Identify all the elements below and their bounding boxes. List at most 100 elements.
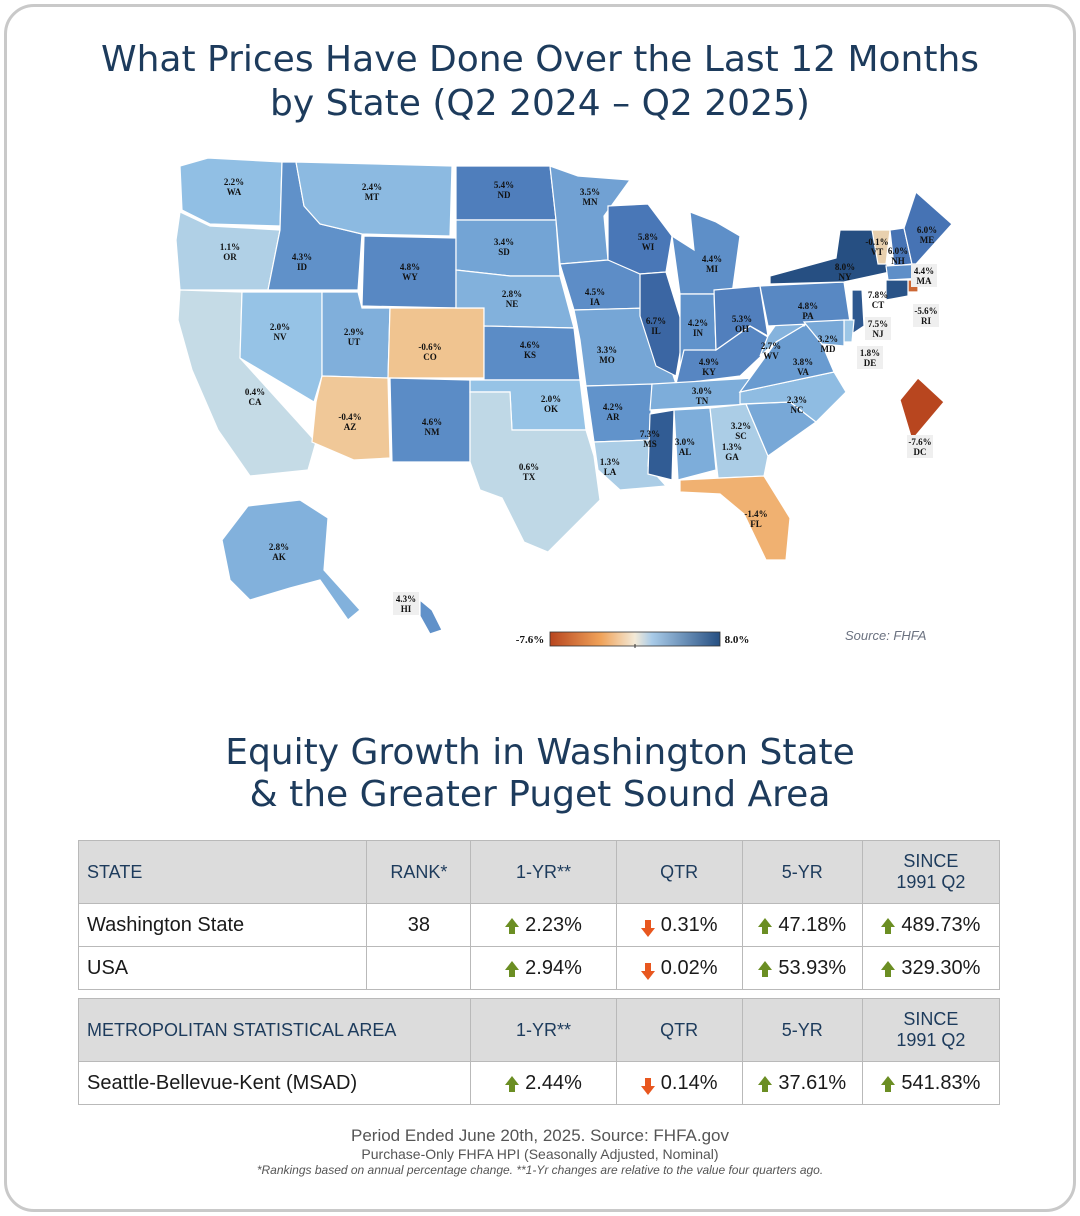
footer-index: Purchase-Only FHFA HPI (Seasonally Adjus…: [361, 1146, 719, 1162]
state-value-label: -0.1%: [865, 237, 888, 247]
state-al: [673, 407, 717, 481]
state-abbr-label: KS: [524, 350, 536, 360]
footer-period: Period Ended June 20th, 2025. Source: FH…: [350, 1126, 730, 1145]
row-since: 541.83%: [861, 1061, 1001, 1105]
state-abbr-label: CA: [249, 397, 262, 407]
state-value-label: 3.8%: [793, 357, 813, 367]
state-md: [802, 319, 845, 347]
state-value-label: 4.4%: [914, 266, 934, 276]
row-1yr: 2.94%: [470, 946, 617, 990]
state-equity-table: STATE RANK* 1-YR** QTR 5-YR SINCE 1991 Q…: [77, 840, 1001, 990]
state-abbr-label: NV: [274, 332, 287, 342]
up-arrow-icon: [758, 1075, 773, 1092]
state-value-label: -5.6%: [914, 306, 937, 316]
state-value-label: 5.4%: [494, 180, 514, 190]
state-abbr-label: OH: [735, 324, 749, 334]
state-label-box: [907, 435, 933, 458]
state-value-label: 5.8%: [638, 232, 658, 242]
state-hi: [419, 598, 443, 635]
state-abbr-label: MN: [583, 197, 598, 207]
state-value-label: 2.3%: [787, 395, 807, 405]
state-abbr-label: NJ: [873, 329, 884, 339]
state-fl: [679, 475, 791, 561]
table-header-row: STATE RANK* 1-YR** QTR 5-YR SINCE 1991 Q…: [77, 840, 1001, 904]
state-abbr-label: IN: [693, 328, 704, 338]
state-value-label: 7.5%: [868, 319, 888, 329]
state-abbr-label: FL: [750, 519, 762, 529]
state-me: [903, 190, 953, 265]
state-label-box: [393, 592, 419, 615]
state-label-box: [865, 317, 891, 340]
state-il: [639, 271, 685, 377]
state-value-label: 1.1%: [220, 242, 240, 252]
state-vt: [871, 229, 891, 265]
state-abbr-label: WI: [642, 242, 655, 252]
state-label-box: [913, 304, 939, 327]
msa-equity-table: METROPOLITAN STATISTICAL AREA 1-YR** QTR…: [77, 998, 1001, 1105]
state-abbr-label: NM: [425, 427, 440, 437]
state-value-label: 4.6%: [520, 340, 540, 350]
state-abbr-label: IL: [651, 326, 661, 336]
up-arrow-icon: [505, 960, 520, 977]
state-abbr-label: MI: [706, 264, 718, 274]
state-value-label: 2.0%: [541, 394, 561, 404]
header-1yr: 1-YR**: [470, 840, 617, 904]
state-ms: [647, 409, 675, 481]
state-abbr-label: WA: [227, 187, 242, 197]
state-abbr-label: CT: [872, 300, 885, 310]
state-ct: [885, 279, 909, 301]
state-abbr-label: AK: [272, 552, 286, 562]
state-mt: [295, 161, 453, 237]
state-value-label: 3.4%: [494, 237, 514, 247]
down-arrow-icon: [640, 1077, 655, 1095]
state-abbr-label: AR: [607, 412, 620, 422]
state-value-label: 4.8%: [798, 301, 818, 311]
state-value-label: 6.7%: [646, 316, 666, 326]
state-tx: [469, 391, 601, 553]
state-abbr-label: ME: [920, 235, 935, 245]
state-value-label: 2.8%: [502, 289, 522, 299]
table-row: Washington State 38 2.23% 0.31% 47.18% 4…: [77, 903, 1001, 947]
state-oh: [713, 285, 769, 352]
down-arrow-icon: [640, 919, 655, 937]
header-1yr: 1-YR**: [470, 998, 617, 1062]
header-since: SINCE 1991 Q2: [861, 840, 1001, 904]
state-value-label: 4.5%: [585, 287, 605, 297]
state-value-label: 2.0%: [270, 322, 290, 332]
row-5yr: 53.93%: [741, 946, 863, 990]
row-name: Washington State: [77, 903, 368, 947]
state-abbr-label: MS: [643, 439, 657, 449]
state-value-label: 0.4%: [245, 387, 265, 397]
state-value-label: 4.2%: [603, 402, 623, 412]
state-value-label: 4.8%: [400, 262, 420, 272]
row-qtr: 0.31%: [615, 903, 743, 947]
state-value-label: 3.2%: [818, 334, 838, 344]
state-value-label: 2.4%: [362, 182, 382, 192]
state-abbr-label: OR: [223, 252, 237, 262]
state-abbr-label: DE: [864, 358, 877, 368]
state-abbr-label: KY: [702, 367, 716, 377]
header-since: SINCE 1991 Q2: [861, 998, 1001, 1062]
row-5yr: 37.61%: [741, 1061, 863, 1105]
state-value-label: 5.3%: [732, 314, 752, 324]
map-title-line1: What Prices Have Done Over the Last 12 M…: [100, 39, 980, 80]
state-value-label: 6.0%: [888, 246, 908, 256]
row-5yr: 47.18%: [741, 903, 863, 947]
row-since: 489.73%: [861, 903, 1001, 947]
state-nj: [851, 289, 865, 336]
row-name: Seattle-Bellevue-Kent (MSAD): [77, 1061, 472, 1105]
table-row: USA 2.94% 0.02% 53.93% 329.30%: [77, 946, 1001, 990]
up-arrow-icon: [758, 960, 773, 977]
row-qtr: 0.02%: [615, 946, 743, 990]
row-name: USA: [77, 946, 368, 990]
state-value-label: 2.2%: [224, 177, 244, 187]
state-abbr-label: RI: [921, 316, 931, 326]
equity-title: Equity Growth in Washington State & the …: [0, 732, 1080, 816]
state-value-label: -7.6%: [908, 437, 931, 447]
header-rank: RANK*: [366, 840, 472, 904]
up-arrow-icon: [758, 917, 773, 934]
state-abbr-label: AL: [679, 447, 692, 457]
state-value-label: 3.5%: [580, 187, 600, 197]
state-value-label: 6.0%: [917, 225, 937, 235]
state-abbr-label: NY: [839, 272, 852, 282]
